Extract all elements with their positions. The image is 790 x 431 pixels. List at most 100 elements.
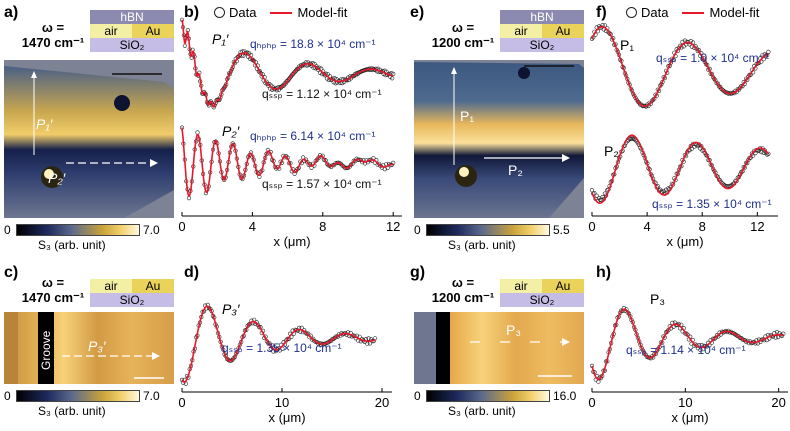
colorbar-c-max: 7.0 (143, 389, 160, 403)
x-tick-label: 20 (771, 395, 785, 410)
panel-letter-a: a) (4, 4, 19, 21)
data-point (182, 43, 187, 48)
colorbar-g (426, 390, 550, 402)
data-point (316, 155, 321, 160)
panel-letter-g: g) (410, 264, 426, 281)
legend-fit-line (682, 11, 705, 14)
snom-map-c: Groove P₃′ (4, 312, 174, 384)
data-point (643, 352, 648, 357)
colorbar-a-label: S₃ (arb. unit) (38, 238, 106, 252)
x-axis-label: x (μm) (273, 234, 310, 249)
model-fit-line (181, 305, 376, 383)
data-point (255, 322, 261, 328)
model-fit-line (591, 26, 769, 107)
layer-sio2: SiO₂ (500, 38, 584, 52)
data-point (759, 150, 764, 155)
data-point (366, 336, 371, 341)
map-e-graphic (414, 60, 584, 218)
q-annotation: qₛₛₚ = 1.0 × 10⁴ cm⁻¹ (656, 51, 769, 65)
legend-data-label: Data (229, 5, 257, 20)
colorbar-e (426, 224, 550, 236)
omega-label-c: ω = 1470 cm⁻¹ (18, 275, 88, 305)
layer-air: air (90, 24, 132, 38)
trace-label: P₂ (604, 143, 619, 159)
x-axis-label: x (μm) (671, 410, 708, 425)
data-point (303, 330, 308, 335)
data-point (222, 177, 227, 182)
trace-label: P₂′ (222, 123, 241, 139)
layer-hbn: hBN (500, 10, 584, 24)
map-e-path-label-1: P₁ (460, 108, 475, 124)
layer-au: Au (542, 279, 584, 293)
omega-label-g: ω = 1200 cm⁻¹ (428, 275, 498, 305)
chart-f-top: P₁ qₛₛₚ = 1.0 × 10⁴ cm⁻¹ (589, 23, 771, 109)
model-fit-line (181, 127, 394, 198)
chart-b-top: P₁′ qₕₚₕₚ = 18.8 × 10⁴ cm⁻¹ qₛₛₚ = 1.12 × … (179, 17, 396, 110)
trace-label: P₁ (620, 37, 634, 53)
data-point (211, 105, 216, 110)
data-point (713, 335, 718, 340)
omega-line1: ω = (41, 275, 65, 290)
data-point (339, 162, 344, 167)
colorbar-a-max: 7.0 (143, 223, 160, 237)
panel-letter-h: h) (596, 264, 612, 281)
map-g-path-label: P₃ (506, 322, 522, 338)
data-point (315, 65, 320, 71)
snom-map-e: P₁ P₂ (414, 60, 584, 218)
x-tick-label: 0 (588, 395, 595, 410)
model-fit-line (591, 308, 784, 381)
data-point (331, 336, 336, 341)
x-tick-label: 10 (678, 395, 692, 410)
model-fit-line (591, 134, 770, 204)
q-annotation: qₛₛₚ = 1.35 × 10⁴ cm⁻¹ (222, 341, 342, 355)
data-point (762, 148, 767, 153)
data-point (712, 336, 717, 341)
omega-line2: 1470 cm⁻¹ (21, 35, 85, 50)
layer-sio2: SiO₂ (90, 293, 174, 307)
colorbar-g-min: 0 (414, 389, 421, 403)
panel-letter-e: e) (410, 4, 425, 21)
colorbar-g-max: 16.0 (553, 389, 577, 403)
x-tick-label: 0 (178, 395, 185, 410)
layer-air: air (500, 279, 542, 293)
layer-stack-g: air Au SiO₂ (500, 279, 584, 307)
colorbar-e-min: 0 (414, 223, 421, 237)
legend-fit-label: Model-fit (297, 5, 348, 20)
data-point (698, 146, 703, 151)
x-tick-label: 4 (249, 219, 256, 234)
data-point (222, 85, 227, 90)
data-point (333, 335, 338, 340)
data-point (341, 164, 347, 169)
data-point (676, 45, 682, 50)
map-c-path-label: P₃′ (88, 338, 106, 354)
panel-letter-f: f) (596, 4, 607, 21)
layer-hbn: hBN (90, 10, 174, 24)
map-e-path-label-2: P₂ (508, 162, 523, 178)
q-annotation: qₛₛₚ = 1.57 × 10⁴ cm⁻¹ (262, 177, 382, 191)
omega-line1: ω = (41, 20, 65, 35)
layer-stack-e: hBN air Au SiO₂ (500, 10, 584, 52)
data-point (594, 193, 599, 198)
data-point (718, 84, 723, 89)
omega-line2: 1470 cm⁻¹ (21, 290, 85, 305)
data-point (684, 331, 689, 336)
layer-sio2: SiO₂ (90, 38, 174, 52)
trace-label: P₁′ (212, 31, 230, 47)
map-a-graphic (4, 60, 174, 218)
data-point (722, 89, 728, 94)
x-tick-label: 0 (588, 219, 595, 234)
omega-line2: 1200 cm⁻¹ (431, 35, 495, 50)
colorbar-c-min: 0 (4, 389, 11, 403)
data-point (279, 84, 284, 89)
chart-h: P₃ qₛₛₚ = 1.14 × 10⁴ cm⁻¹ 0 10 20 x (μm) (588, 291, 788, 425)
layer-au: Au (542, 24, 584, 38)
x-tick-label: 8 (319, 219, 326, 234)
chart-f-bottom: P₂ qₛₛₚ = 1.35 × 10⁴ cm⁻¹ 0 4 8 12 x (μm) (588, 134, 778, 249)
data-point (699, 144, 704, 149)
layer-sio2: SiO₂ (500, 293, 584, 307)
x-tick-label: 0 (178, 219, 185, 234)
chart-b-bottom: P₂′ qₕₚₕₚ = 6.14 × 10⁴ cm⁻¹ qₛₛₚ = 1.57 × … (178, 123, 402, 249)
data-point (766, 151, 771, 156)
legend-fit-line (270, 11, 293, 14)
